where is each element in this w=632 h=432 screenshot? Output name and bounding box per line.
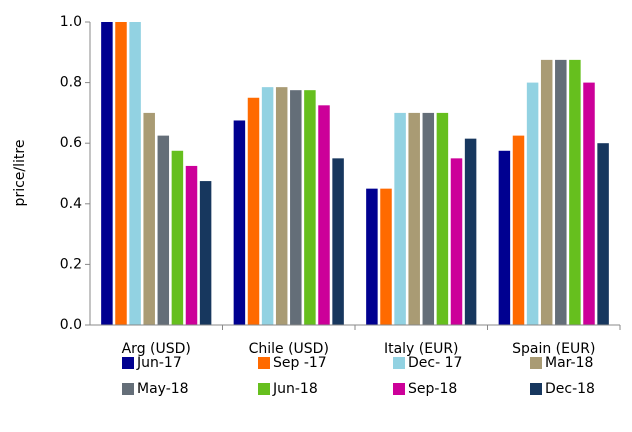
legend-label: Dec- 17	[408, 355, 462, 371]
bar	[157, 135, 170, 325]
bar	[380, 188, 392, 325]
y-tick-label: 0.0	[60, 317, 82, 333]
bar	[394, 112, 406, 326]
legend-label: Dec-18	[545, 381, 595, 397]
bar	[512, 135, 525, 325]
bar	[332, 158, 344, 325]
bar	[597, 143, 609, 325]
legend-swatch	[530, 357, 542, 369]
y-tick-label: 0.8	[60, 75, 82, 91]
legend-swatch	[393, 357, 405, 369]
x-tick-label: Spain (EUR)	[512, 341, 595, 357]
legend-label: May-18	[137, 381, 189, 397]
bar	[185, 165, 198, 325]
legend-label: Jun-18	[272, 381, 318, 397]
legend-swatch	[393, 383, 405, 395]
bar	[199, 181, 212, 325]
legend-label: Sep -17	[273, 355, 327, 371]
bar	[450, 158, 463, 325]
bar	[129, 22, 141, 325]
bar	[555, 59, 567, 325]
bar	[115, 22, 127, 325]
bar	[464, 138, 477, 325]
bar	[143, 112, 155, 326]
bar	[290, 90, 302, 325]
legend-swatch	[122, 383, 134, 395]
x-tick-label: Chile (USD)	[249, 341, 329, 357]
bar	[526, 82, 539, 325]
x-tick-label: Arg (USD)	[122, 341, 191, 357]
bar	[304, 90, 316, 325]
bar	[275, 87, 288, 326]
y-axis-label: price/litre	[12, 140, 28, 207]
bar	[366, 188, 378, 325]
bar	[318, 105, 330, 325]
y-tick-label: 0.4	[60, 196, 82, 212]
legend-label: Mar-18	[545, 355, 593, 371]
bar	[569, 59, 581, 325]
y-tick-label: 1.0	[60, 14, 82, 30]
bar	[498, 150, 511, 325]
bar	[422, 112, 435, 326]
bar	[583, 82, 595, 325]
bar	[436, 112, 449, 326]
bar	[247, 97, 260, 325]
legend-label: Sep-18	[408, 381, 457, 397]
legend-label: Jun-17	[136, 355, 182, 371]
legend-swatch	[258, 357, 270, 369]
x-tick-label: Italy (EUR)	[384, 341, 459, 357]
y-tick-label: 0.6	[60, 135, 82, 151]
bar	[261, 87, 274, 326]
bar	[171, 150, 184, 325]
y-tick-label: 0.2	[60, 256, 82, 272]
bar	[101, 22, 113, 325]
legend-swatch	[258, 383, 270, 395]
bar	[408, 112, 420, 326]
legend-swatch	[530, 383, 542, 395]
bar	[233, 120, 246, 325]
legend-swatch	[122, 357, 134, 369]
bar	[540, 59, 553, 325]
